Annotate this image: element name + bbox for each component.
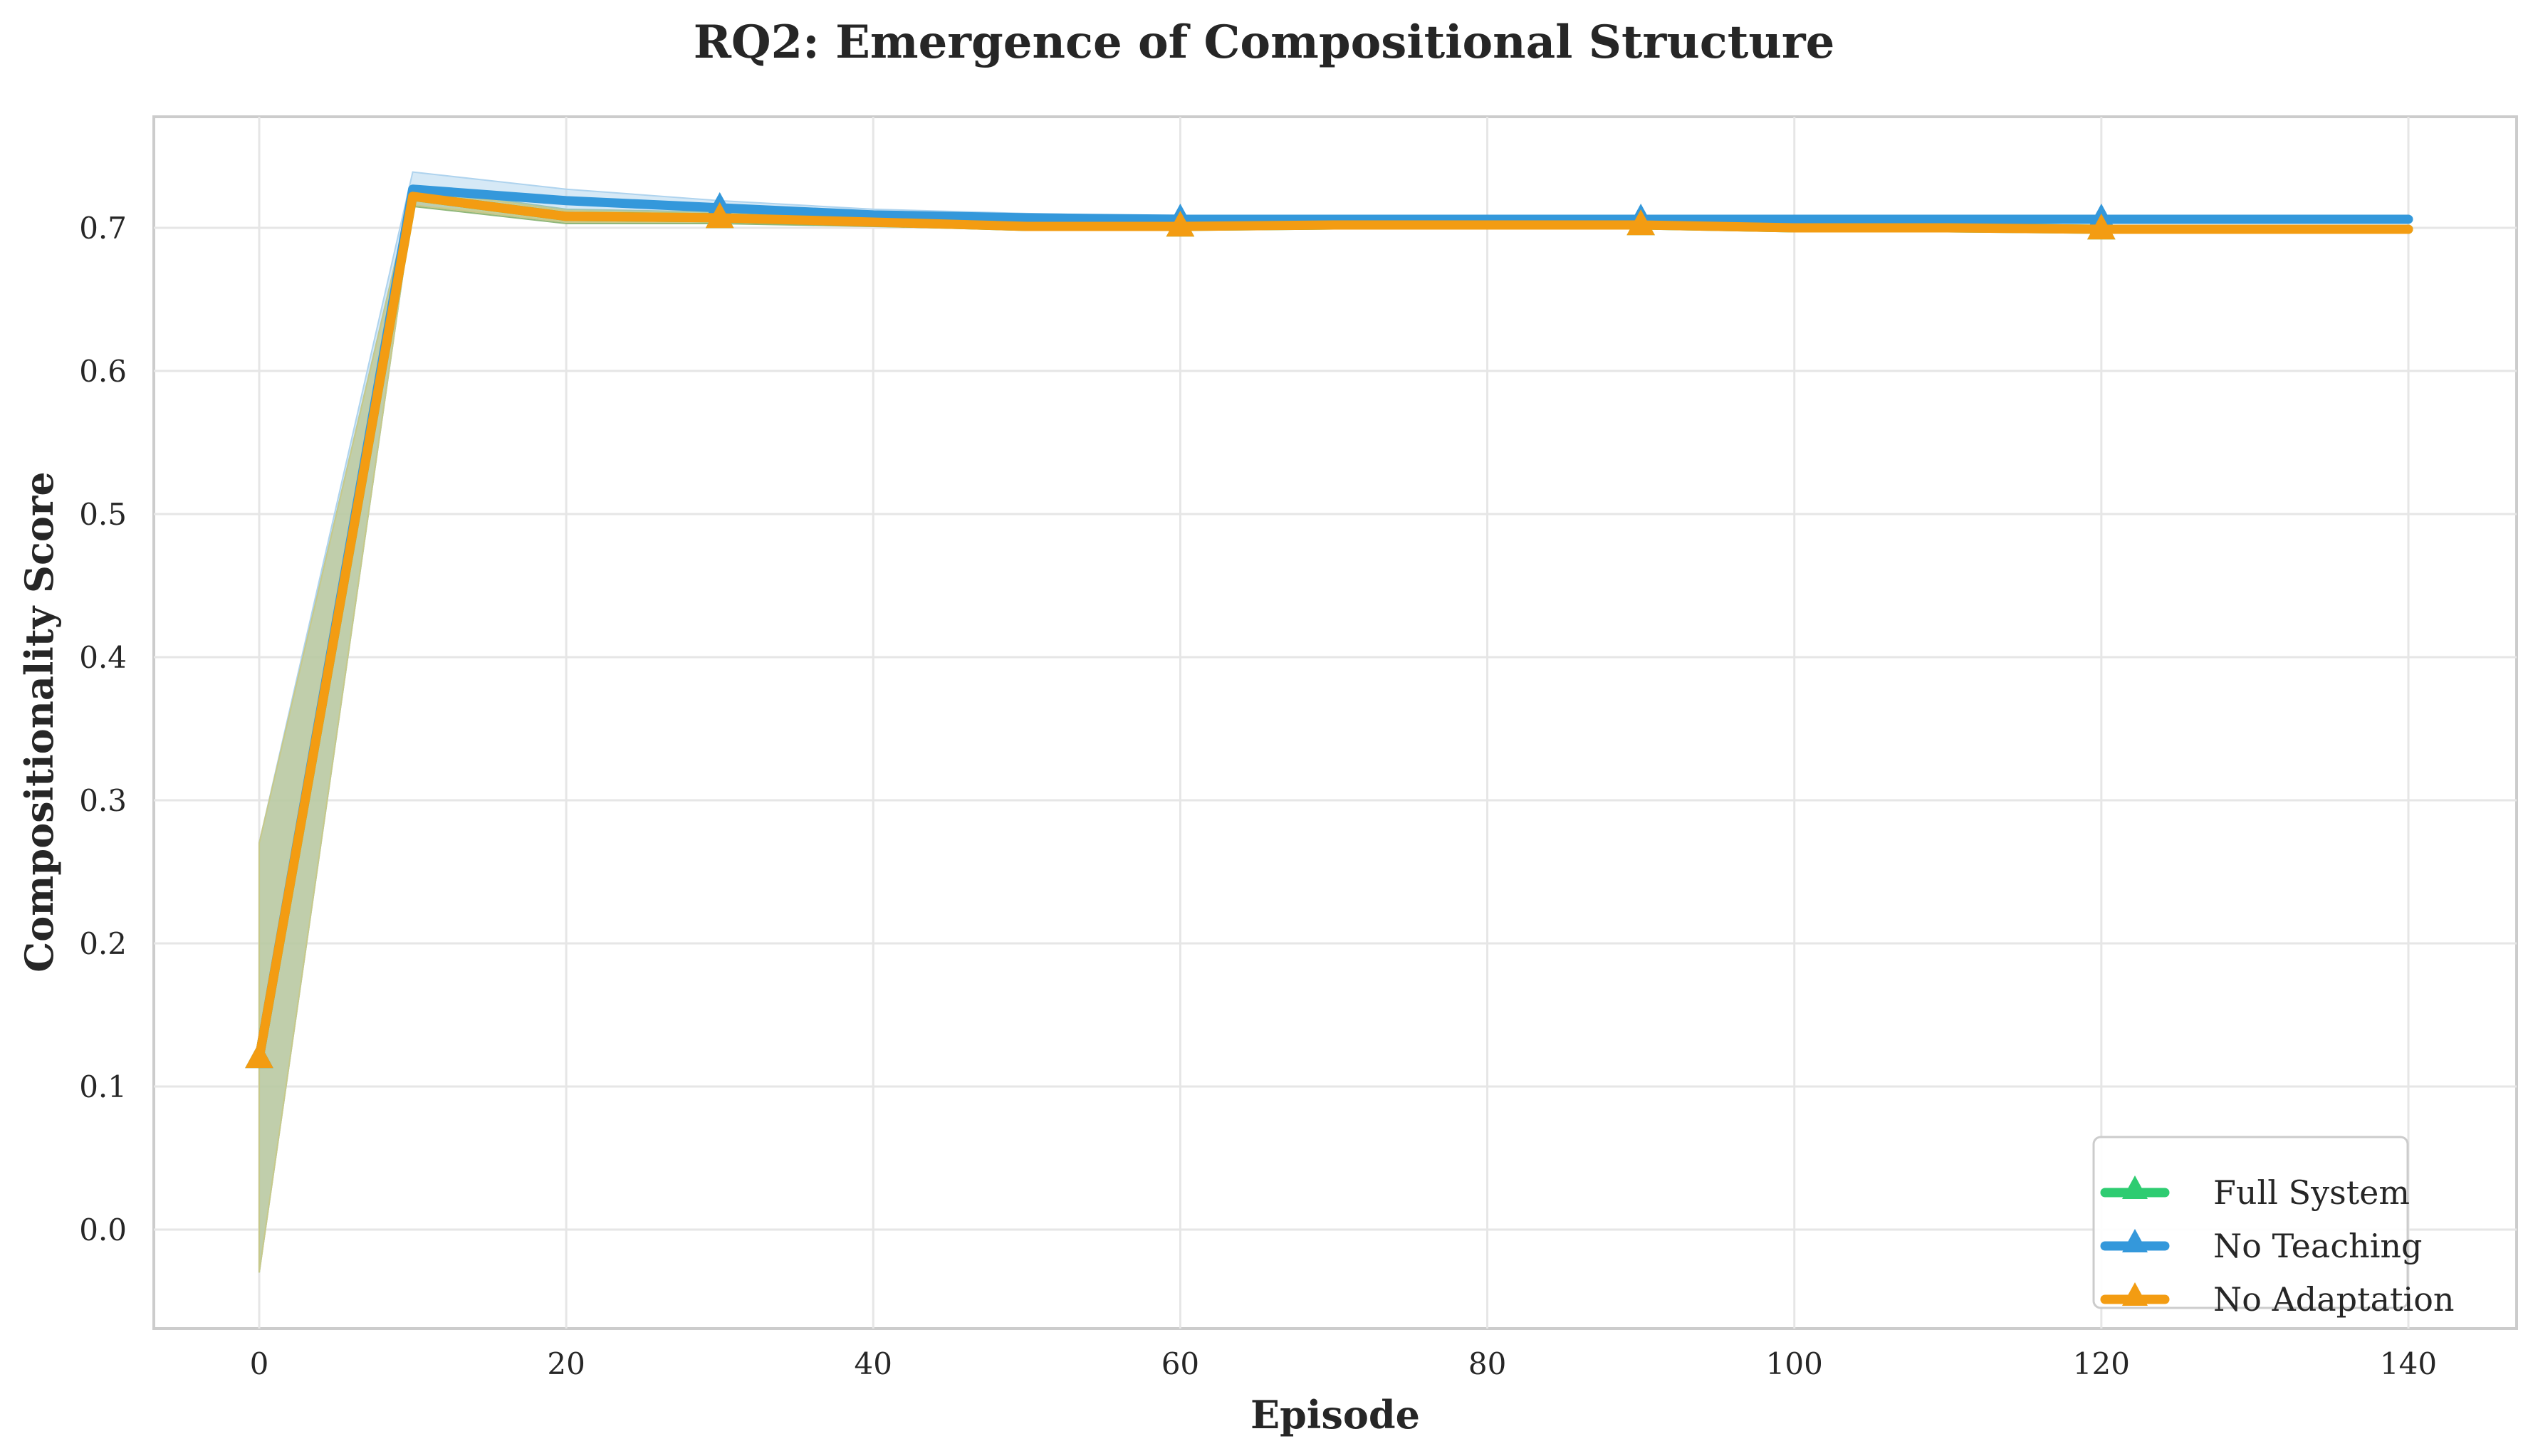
y-tick-labels: 0.0 0.1 0.2 0.3 0.4 0.5 0.6 0.7 — [79, 211, 127, 1247]
triangle-marker-icon — [2122, 1229, 2148, 1252]
triangle-marker-icon — [705, 201, 734, 229]
legend-label: No Adaptation — [2213, 1280, 2455, 1319]
x-tick-label: 20 — [547, 1346, 585, 1381]
series-line — [254, 192, 2413, 1063]
series-lines — [245, 184, 2413, 1069]
y-tick-label: 0.3 — [79, 783, 127, 818]
x-tick-label: 140 — [2380, 1346, 2437, 1381]
legend-item: No Adaptation — [2100, 1280, 2455, 1319]
x-tick-label: 40 — [855, 1346, 892, 1381]
legend-label: Full System — [2213, 1173, 2410, 1212]
triangle-marker-icon — [2122, 1175, 2148, 1199]
triangle-marker-icon — [2087, 214, 2116, 240]
y-tick-label: 0.0 — [79, 1213, 127, 1247]
legend: Full System No Teaching No Adaptation — [2092, 1136, 2455, 1319]
y-tick-label: 0.2 — [79, 926, 127, 961]
triangle-marker-icon — [2122, 1282, 2148, 1306]
plot-frame — [152, 115, 2518, 1330]
x-tick-label: 100 — [1766, 1346, 1823, 1381]
triangle-marker-icon — [1626, 209, 1655, 236]
x-axis-label: Episode — [1250, 1392, 1420, 1437]
x-tick-label: 80 — [1468, 1346, 1506, 1381]
x-tick-label: 120 — [2073, 1346, 2130, 1381]
legend-item: No Teaching — [2100, 1227, 2423, 1265]
triangle-marker-icon — [245, 1042, 273, 1069]
x-tick-label: 0 — [250, 1346, 269, 1381]
y-tick-label: 0.6 — [79, 354, 127, 389]
legend-item: Full System — [2100, 1173, 2410, 1212]
y-tick-label: 0.1 — [79, 1069, 127, 1104]
y-tick-label: 0.7 — [79, 211, 127, 246]
y-tick-label: 0.5 — [79, 497, 127, 532]
legend-label: No Teaching — [2213, 1227, 2423, 1265]
legend-box — [2092, 1136, 2409, 1309]
series-line — [254, 184, 2413, 1063]
x-tick-labels: 0 20 40 60 80 100 120 140 — [250, 1346, 2437, 1381]
chart-title: RQ2: Emergence of Compositional Structur… — [693, 16, 1835, 69]
y-tick-label: 0.4 — [79, 640, 127, 675]
x-tick-label: 60 — [1161, 1346, 1199, 1381]
triangle-marker-icon — [1166, 210, 1195, 237]
